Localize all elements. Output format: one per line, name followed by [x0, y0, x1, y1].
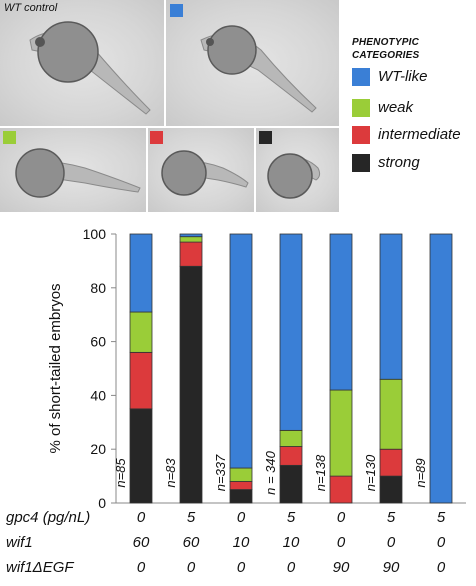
n-label: n=337 — [213, 454, 228, 491]
wt-control-label: WT control — [4, 2, 58, 14]
condition-value: 0 — [336, 534, 346, 551]
condition-value: 0 — [336, 509, 346, 526]
condition-value: 0 — [236, 509, 246, 526]
n-label: n=138 — [313, 454, 328, 491]
condition-value: 0 — [236, 559, 246, 576]
y-tick-label: 0 — [98, 495, 106, 511]
stacked-bar-chart: 0 20 40 60 80 100 % of short-tailed embryos n=8… — [47, 226, 466, 511]
n-label: n=89 — [413, 458, 428, 487]
condition-value: 10 — [232, 534, 250, 551]
y-tick-label: 60 — [90, 334, 106, 350]
bar-segment-wt-like — [429, 233, 453, 504]
bar-segment-wt-like — [379, 233, 403, 380]
n-label: n=83 — [163, 458, 178, 488]
bar-segment-intermediate — [329, 475, 353, 504]
legend-label: weak — [378, 99, 414, 116]
condition-value: 5 — [186, 509, 196, 526]
bar-segment-intermediate — [279, 446, 303, 466]
condition-value: 60 — [182, 534, 200, 551]
condition-value: 5 — [386, 509, 396, 526]
n-label: n = 340 — [263, 450, 278, 495]
legend-swatch — [352, 154, 370, 172]
bar-segment-wt-like — [229, 233, 253, 469]
condition-value: 10 — [282, 534, 300, 551]
bar-segment-weak — [379, 378, 403, 450]
condition-value: 0 — [436, 534, 446, 551]
condition-value: 90 — [382, 559, 400, 576]
bar-segment-weak — [179, 236, 203, 243]
n-label: n=130 — [363, 454, 378, 491]
n-label: n=85 — [113, 458, 128, 488]
swatch-wt-like — [170, 4, 183, 17]
embryo-image — [15, 148, 141, 198]
condition-value: 5 — [286, 509, 296, 526]
legend-label: strong — [378, 154, 420, 171]
embryo-image — [200, 25, 317, 113]
bar-segment-wt-like — [129, 233, 153, 313]
legend-swatch — [352, 68, 370, 86]
legend: PHENOTYPIC CATEGORIES WT-like weak inter… — [352, 36, 474, 172]
y-axis-title: % of short-tailed embryos — [47, 283, 64, 453]
condition-value: 0 — [436, 559, 446, 576]
y-tick-label: 80 — [90, 280, 106, 296]
legend-label: intermediate — [378, 126, 461, 143]
legend-label: WT-like — [378, 68, 428, 85]
condition-value: 5 — [436, 509, 446, 526]
photo-wt-like — [166, 0, 339, 126]
condition-value: 0 — [386, 534, 396, 551]
legend-swatch — [352, 126, 370, 144]
condition-value: 90 — [332, 559, 350, 576]
legend-title-line2: CATEGORIES — [352, 50, 420, 61]
y-tick-label: 100 — [83, 226, 107, 242]
bar-segment-strong — [379, 475, 403, 504]
swatch-weak — [3, 131, 16, 144]
bar-segment-strong — [279, 464, 303, 504]
legend-swatch — [352, 99, 370, 117]
bar-segment-wt-like — [179, 233, 203, 238]
embryo-image — [29, 21, 151, 115]
y-tick-label: 20 — [90, 441, 106, 457]
swatch-intermediate — [150, 131, 163, 144]
bar-segment-strong — [229, 489, 253, 504]
bar-segment-weak — [279, 429, 303, 447]
condition-label: wif1ΔEGF — [6, 559, 74, 576]
bar-segment-weak — [229, 467, 253, 482]
bar-segment-weak — [329, 389, 353, 477]
y-tick-label: 40 — [90, 387, 106, 403]
photo-strong — [256, 128, 339, 212]
condition-value: 0 — [186, 559, 196, 576]
embryo-image — [267, 153, 321, 199]
photo-wt-control: WT control — [0, 0, 164, 126]
photo-weak — [0, 128, 146, 212]
legend-title-line1: PHENOTYPIC — [352, 37, 420, 48]
bar-segment-weak — [129, 311, 153, 353]
condition-label: gpc4 (pg/nL) — [6, 509, 91, 526]
condition-value: 0 — [136, 559, 146, 576]
condition-value: 60 — [132, 534, 150, 551]
bar-segment-intermediate — [129, 351, 153, 410]
bar-segment-intermediate — [179, 241, 203, 267]
swatch-strong — [259, 131, 272, 144]
photo-intermediate — [148, 128, 254, 212]
bar-segment-wt-like — [279, 233, 303, 431]
bar-segment-strong — [129, 408, 153, 504]
condition-label: wif1 — [6, 534, 33, 551]
bar-segment-strong — [179, 265, 203, 504]
condition-value: 0 — [136, 509, 146, 526]
bar-segment-intermediate — [379, 448, 403, 477]
embryo-image — [161, 150, 249, 196]
bar-segment-intermediate — [229, 481, 253, 490]
condition-value: 0 — [286, 559, 296, 576]
bar-segment-wt-like — [329, 233, 353, 391]
